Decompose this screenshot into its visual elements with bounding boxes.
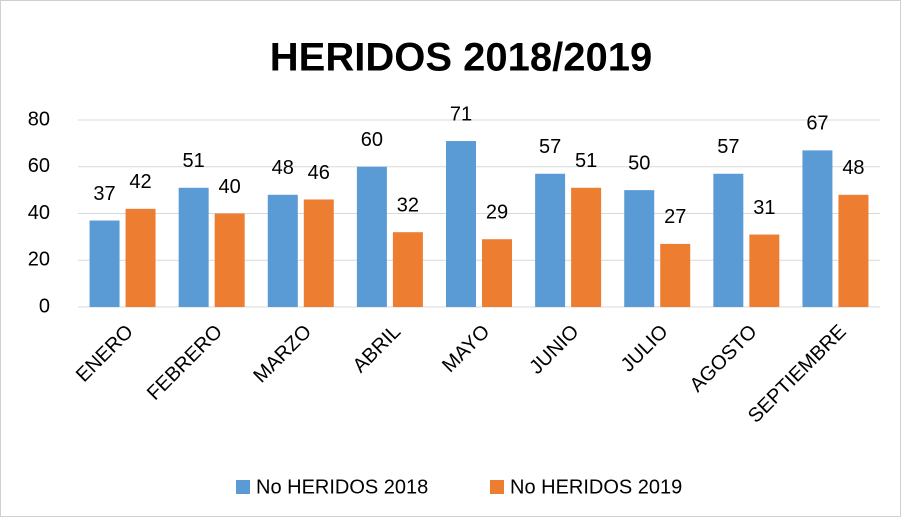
bar [392, 232, 423, 307]
bar [802, 150, 833, 307]
data-label: 51 [183, 150, 205, 172]
bar [713, 173, 744, 307]
data-label: 37 [93, 183, 115, 205]
bar [535, 173, 566, 307]
y-tick-label: 20 [28, 249, 50, 271]
y-tick-label: 0 [39, 295, 50, 317]
bar [178, 187, 209, 307]
data-label: 29 [486, 201, 508, 223]
data-label: 46 [308, 162, 330, 184]
data-label: 51 [575, 150, 597, 172]
data-label: 42 [129, 171, 151, 193]
data-label: 57 [539, 136, 561, 158]
bar [125, 208, 156, 307]
data-label: 40 [219, 176, 241, 198]
data-label: 48 [842, 157, 864, 179]
data-label: 71 [450, 103, 472, 125]
data-label: 57 [717, 136, 739, 158]
data-label: 60 [361, 129, 383, 151]
y-tick-label: 60 [28, 155, 50, 177]
bar [749, 234, 780, 307]
bar [267, 194, 298, 307]
bar [214, 213, 245, 307]
data-label: 48 [272, 157, 294, 179]
legend-label: No HERIDOS 2018 [256, 476, 428, 498]
bar [356, 166, 387, 307]
data-label: 67 [806, 113, 828, 135]
bar [624, 190, 655, 307]
bar [89, 220, 120, 307]
data-label: 27 [664, 206, 686, 228]
bar [838, 194, 869, 307]
bar [571, 187, 602, 307]
data-label: 32 [397, 194, 419, 216]
legend-swatch [236, 480, 250, 494]
bar [303, 199, 334, 307]
legend-swatch [490, 480, 504, 494]
data-label: 31 [753, 197, 775, 219]
bar [660, 243, 691, 307]
data-label: 50 [628, 152, 650, 174]
legend-label: No HERIDOS 2019 [510, 476, 682, 498]
y-tick-label: 40 [28, 202, 50, 224]
bar [446, 141, 476, 307]
bar [482, 239, 512, 307]
chart-title: HERIDOS 2018/2019 [270, 36, 652, 80]
y-tick-label: 80 [28, 108, 50, 130]
